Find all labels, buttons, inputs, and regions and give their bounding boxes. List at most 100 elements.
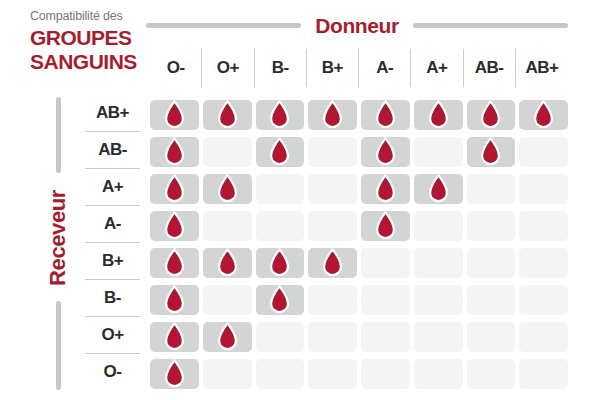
blood-drop-icon: [374, 137, 397, 167]
cell-A+-from-O+: [203, 174, 252, 204]
cell-O+-from-A+: [414, 322, 463, 352]
cell-O--from-B+: [308, 359, 357, 389]
cell-A--from-B-: [256, 211, 305, 241]
cell-O--from-A-: [361, 359, 410, 389]
receiver-type-header-A-: A-: [85, 211, 140, 237]
cell-AB--from-B+: [308, 137, 357, 167]
compatibility-grid: [150, 100, 568, 396]
blood-drop-icon: [163, 137, 186, 167]
donor-type-header-B+: B+: [307, 49, 359, 87]
blood-drop-icon: [374, 211, 397, 241]
cell-B--from-AB-: [467, 285, 516, 315]
donor-type-header-A+: A+: [411, 49, 463, 87]
cell-O+-from-B-: [256, 322, 305, 352]
cell-A+-from-O-: [150, 174, 199, 204]
cell-B--from-AB+: [519, 285, 568, 315]
donor-header-line-right: [413, 23, 568, 28]
blood-drop-icon: [532, 100, 555, 130]
cell-B+-from-A+: [414, 248, 463, 278]
cell-AB--from-A-: [361, 137, 410, 167]
cell-O+-from-B+: [308, 322, 357, 352]
chart-title: Compatibilité des GROUPES SANGUINS: [30, 9, 137, 73]
receiver-type-headers: AB+AB-A+A-B+B-O+O-: [85, 100, 140, 385]
cell-AB+-from-AB+: [519, 100, 568, 130]
cell-A+-from-B-: [256, 174, 305, 204]
receiver-type-header-O-: O-: [85, 359, 140, 385]
cell-O--from-AB+: [519, 359, 568, 389]
cell-AB--from-B-: [256, 137, 305, 167]
blood-drop-icon: [427, 174, 450, 204]
cell-O--from-AB-: [467, 359, 516, 389]
blood-drop-icon: [374, 174, 397, 204]
donor-type-header-O+: O+: [202, 49, 254, 87]
cell-O+-from-AB+: [519, 322, 568, 352]
cell-B--from-A+: [414, 285, 463, 315]
receiver-rail-line-top: [56, 97, 61, 173]
donor-axis-label: Donneur: [315, 14, 399, 38]
cell-O--from-A+: [414, 359, 463, 389]
blood-drop-icon: [163, 100, 186, 130]
cell-AB+-from-B+: [308, 100, 357, 130]
cell-B+-from-A-: [361, 248, 410, 278]
receiver-rail-line-bottom: [56, 301, 61, 390]
blood-drop-icon: [374, 100, 397, 130]
cell-B+-from-B+: [308, 248, 357, 278]
receiver-type-header-AB-: AB-: [85, 137, 140, 163]
cell-A--from-A+: [414, 211, 463, 241]
receiver-type-header-B-: B-: [85, 285, 140, 311]
grid-row-B-: [150, 285, 568, 311]
receiver-type-header-O+: O+: [85, 322, 140, 348]
blood-drop-icon: [163, 322, 186, 352]
cell-A+-from-AB+: [519, 174, 568, 204]
cell-O+-from-AB-: [467, 322, 516, 352]
cell-A+-from-AB-: [467, 174, 516, 204]
row-header-separator: [85, 131, 140, 132]
blood-drop-icon: [163, 174, 186, 204]
grid-row-O-: [150, 359, 568, 385]
donor-type-header-O-: O-: [150, 49, 202, 87]
blood-drop-icon: [479, 100, 502, 130]
cell-AB+-from-A+: [414, 100, 463, 130]
cell-B+-from-O+: [203, 248, 252, 278]
grid-row-O+: [150, 322, 568, 348]
cell-B+-from-B-: [256, 248, 305, 278]
blood-drop-icon: [479, 137, 502, 167]
donor-type-header-AB+: AB+: [516, 49, 568, 87]
cell-A+-from-B+: [308, 174, 357, 204]
chart-title-line2: SANGUINS: [30, 50, 137, 74]
cell-AB--from-AB-: [467, 137, 516, 167]
grid-row-B+: [150, 248, 568, 274]
cell-A--from-O-: [150, 211, 199, 241]
cell-B--from-O+: [203, 285, 252, 315]
blood-drop-icon: [163, 248, 186, 278]
donor-type-header-AB-: AB-: [464, 49, 516, 87]
cell-B--from-B-: [256, 285, 305, 315]
cell-O+-from-O-: [150, 322, 199, 352]
blood-drop-icon: [268, 137, 291, 167]
blood-drop-icon: [268, 248, 291, 278]
cell-B--from-B+: [308, 285, 357, 315]
donor-type-header-B-: B-: [255, 49, 307, 87]
cell-A+-from-A+: [414, 174, 463, 204]
chart-title-eyebrow: Compatibilité des: [30, 9, 137, 23]
row-header-separator: [85, 316, 140, 317]
blood-drop-icon: [216, 322, 239, 352]
cell-O--from-B-: [256, 359, 305, 389]
donor-axis-header: Donneur: [146, 12, 568, 39]
grid-row-A-: [150, 211, 568, 237]
donor-header-line-left: [146, 23, 301, 28]
cell-A--from-AB-: [467, 211, 516, 241]
blood-drop-icon: [321, 248, 344, 278]
blood-drop-icon: [216, 174, 239, 204]
chart-title-line1: GROUPES: [30, 26, 137, 50]
cell-B+-from-AB-: [467, 248, 516, 278]
row-header-separator: [85, 205, 140, 206]
blood-drop-icon: [163, 359, 186, 389]
cell-A--from-A-: [361, 211, 410, 241]
row-header-separator: [85, 279, 140, 280]
blood-drop-icon: [427, 100, 450, 130]
cell-B--from-A-: [361, 285, 410, 315]
receiver-type-header-AB+: AB+: [85, 100, 140, 126]
row-header-separator: [85, 242, 140, 243]
receiver-type-header-B+: B+: [85, 248, 140, 274]
